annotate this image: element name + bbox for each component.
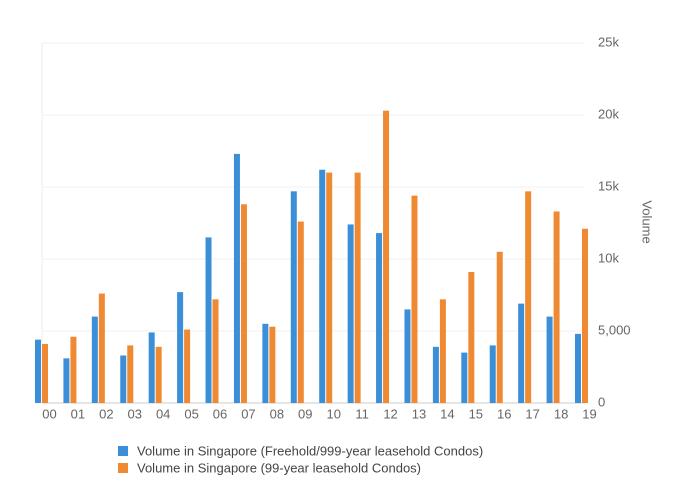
bar — [63, 358, 70, 403]
y-tick-label: 5,000 — [598, 322, 631, 337]
y-tick-label: 15k — [598, 178, 619, 193]
x-tick-label: 17 — [525, 406, 539, 421]
bar — [127, 345, 134, 403]
bar — [489, 345, 496, 403]
legend-swatch — [118, 446, 128, 456]
bar — [290, 191, 297, 403]
x-tick-label: 04 — [156, 406, 170, 421]
bar — [148, 332, 155, 403]
x-tick-label: 07 — [241, 406, 255, 421]
bar — [518, 303, 525, 403]
y-axis-title: Volume — [640, 200, 655, 243]
y-tick-label: 25k — [598, 34, 619, 49]
bar — [155, 346, 162, 403]
bar — [347, 224, 354, 403]
bar — [98, 293, 105, 403]
bar — [376, 233, 383, 403]
y-tick-label: 0 — [598, 394, 605, 409]
bar — [91, 316, 98, 403]
x-tick-label: 19 — [582, 406, 596, 421]
bar — [233, 153, 240, 403]
bar — [240, 204, 247, 403]
bar — [582, 228, 588, 403]
bar — [404, 309, 411, 403]
y-tick-label: 10k — [598, 250, 619, 265]
bar — [432, 346, 439, 403]
bar — [297, 221, 304, 403]
legend: Volume in Singapore (Freehold/999-year l… — [118, 443, 483, 475]
bar — [553, 211, 560, 403]
bar — [326, 172, 333, 403]
bar — [575, 333, 581, 403]
bar — [354, 172, 361, 403]
x-tick-label: 08 — [270, 406, 284, 421]
x-tick-label: 10 — [326, 406, 340, 421]
bar — [546, 316, 553, 403]
x-tick-label: 06 — [213, 406, 227, 421]
bar — [262, 323, 269, 403]
x-tick-label: 16 — [497, 406, 511, 421]
x-tick-label: 00 — [42, 406, 56, 421]
legend-swatch — [118, 463, 128, 473]
bar — [184, 329, 191, 403]
x-tick-label: 18 — [554, 406, 568, 421]
bar — [468, 271, 475, 403]
bar — [411, 195, 418, 403]
bar — [439, 299, 446, 403]
x-tick-label: 13 — [412, 406, 426, 421]
bar — [70, 336, 77, 403]
bar — [205, 237, 212, 403]
x-tick-label: 12 — [383, 406, 397, 421]
x-tick-label: 14 — [440, 406, 454, 421]
bar — [42, 343, 48, 403]
bar — [525, 191, 532, 403]
bar — [177, 292, 184, 403]
x-tick-label: 09 — [298, 406, 312, 421]
legend-label[interactable]: Volume in Singapore (99-year leasehold C… — [137, 460, 421, 475]
bar — [35, 339, 41, 403]
bar — [461, 352, 468, 403]
bar — [496, 251, 503, 403]
x-tick-label: 03 — [128, 406, 142, 421]
x-tick-label: 11 — [355, 406, 369, 421]
bar — [120, 355, 127, 403]
x-tick-label: 02 — [99, 406, 113, 421]
bar — [319, 169, 326, 403]
bar — [383, 110, 390, 404]
bar — [212, 299, 219, 403]
x-tick-label: 15 — [469, 406, 483, 421]
bar — [269, 326, 276, 403]
x-tick-label: 01 — [71, 406, 85, 421]
y-tick-label: 20k — [598, 106, 619, 121]
legend-label[interactable]: Volume in Singapore (Freehold/999-year l… — [137, 443, 483, 458]
x-tick-label: 05 — [184, 406, 198, 421]
